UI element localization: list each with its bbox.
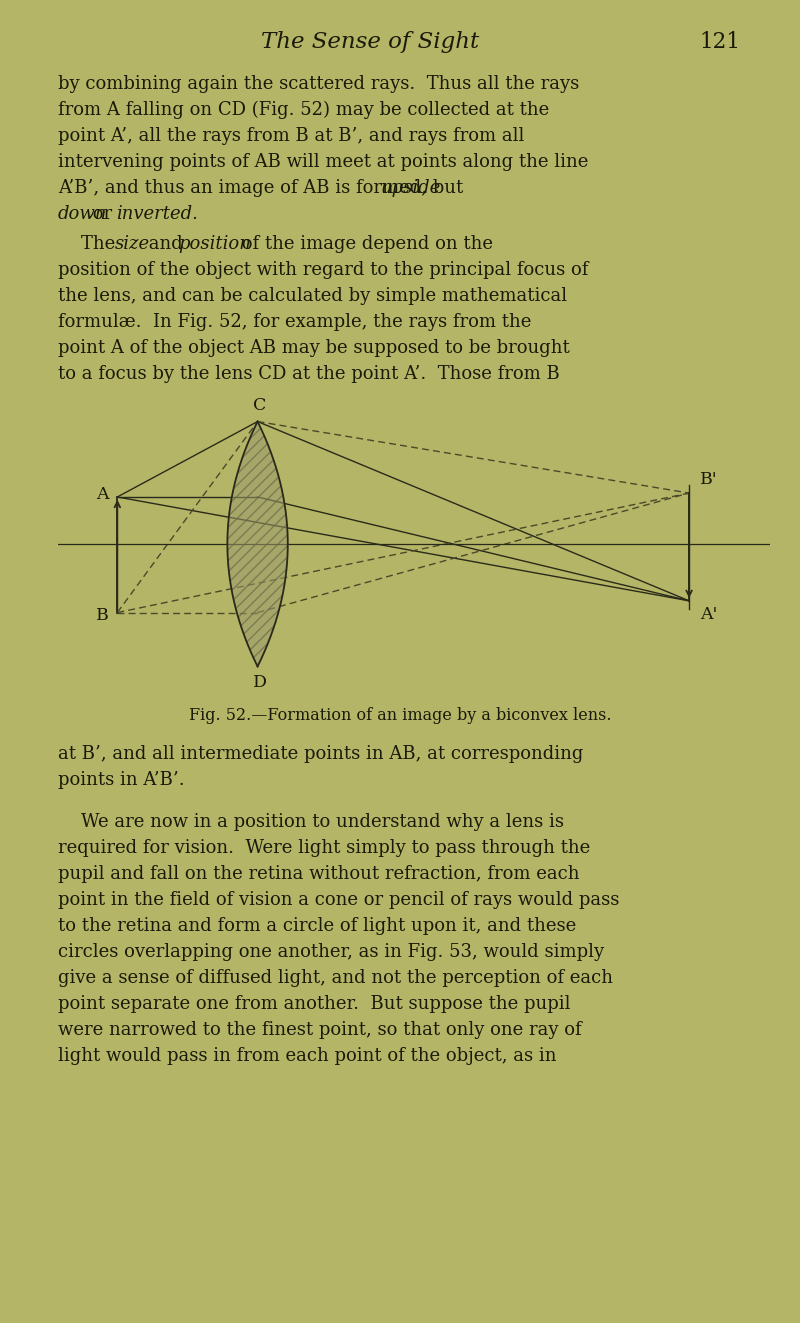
Text: A': A' — [700, 606, 718, 623]
Text: to a focus by the lens CD at the point A’.  Those from B: to a focus by the lens CD at the point A… — [58, 365, 560, 382]
Text: point A’, all the rays from B at B’, and rays from all: point A’, all the rays from B at B’, and… — [58, 127, 524, 146]
Text: at B’, and all intermediate points in AB, at corresponding: at B’, and all intermediate points in AB… — [58, 745, 583, 763]
Text: the lens, and can be calculated by simple mathematical: the lens, and can be calculated by simpl… — [58, 287, 567, 306]
Text: pupil and fall on the retina without refraction, from each: pupil and fall on the retina without ref… — [58, 865, 579, 882]
Text: or: or — [87, 205, 118, 224]
Text: position of the object with regard to the principal focus of: position of the object with regard to th… — [58, 261, 588, 279]
Text: and: and — [143, 235, 189, 253]
Text: of the image depend on the: of the image depend on the — [235, 235, 493, 253]
Text: were narrowed to the finest point, so that only one ray of: were narrowed to the finest point, so th… — [58, 1021, 582, 1039]
Text: upside: upside — [381, 179, 442, 197]
Text: We are now in a position to understand why a lens is: We are now in a position to understand w… — [58, 814, 564, 831]
Text: A’B’, and thus an image of AB is formed, but: A’B’, and thus an image of AB is formed,… — [58, 179, 469, 197]
Text: to the retina and form a circle of light upon it, and these: to the retina and form a circle of light… — [58, 917, 576, 935]
Text: points in A’B’.: points in A’B’. — [58, 771, 185, 789]
Text: point A of the object AB may be supposed to be brought: point A of the object AB may be supposed… — [58, 339, 570, 357]
Text: D: D — [253, 675, 266, 692]
Text: A: A — [96, 486, 109, 503]
Text: inverted.: inverted. — [116, 205, 198, 224]
Text: C: C — [253, 397, 266, 414]
Text: The Sense of Sight: The Sense of Sight — [261, 30, 479, 53]
Text: from A falling on CD (Fig. 52) may be collected at the: from A falling on CD (Fig. 52) may be co… — [58, 101, 550, 119]
Text: size: size — [115, 235, 150, 253]
Text: give a sense of diffused light, and not the perception of each: give a sense of diffused light, and not … — [58, 968, 613, 987]
Text: required for vision.  Were light simply to pass through the: required for vision. Were light simply t… — [58, 839, 590, 857]
Text: down: down — [58, 205, 107, 224]
Text: by combining again the scattered rays.  Thus all the rays: by combining again the scattered rays. T… — [58, 75, 579, 93]
Text: point separate one from another.  But suppose the pupil: point separate one from another. But sup… — [58, 995, 570, 1013]
Text: light would pass in from each point of the object, as in: light would pass in from each point of t… — [58, 1046, 557, 1065]
Text: B': B' — [700, 471, 718, 488]
Text: B: B — [96, 607, 109, 624]
Text: 121: 121 — [699, 30, 741, 53]
Text: point in the field of vision a cone or pencil of rays would pass: point in the field of vision a cone or p… — [58, 890, 619, 909]
Text: intervening points of AB will meet at points along the line: intervening points of AB will meet at po… — [58, 153, 588, 171]
Polygon shape — [227, 422, 288, 667]
Text: Fig. 52.—Formation of an image by a biconvex lens.: Fig. 52.—Formation of an image by a bico… — [189, 706, 611, 724]
Text: formulæ.  In Fig. 52, for example, the rays from the: formulæ. In Fig. 52, for example, the ra… — [58, 314, 531, 331]
Text: The: The — [58, 235, 121, 253]
Text: circles overlapping one another, as in Fig. 53, would simply: circles overlapping one another, as in F… — [58, 943, 604, 960]
Text: position: position — [178, 235, 251, 253]
